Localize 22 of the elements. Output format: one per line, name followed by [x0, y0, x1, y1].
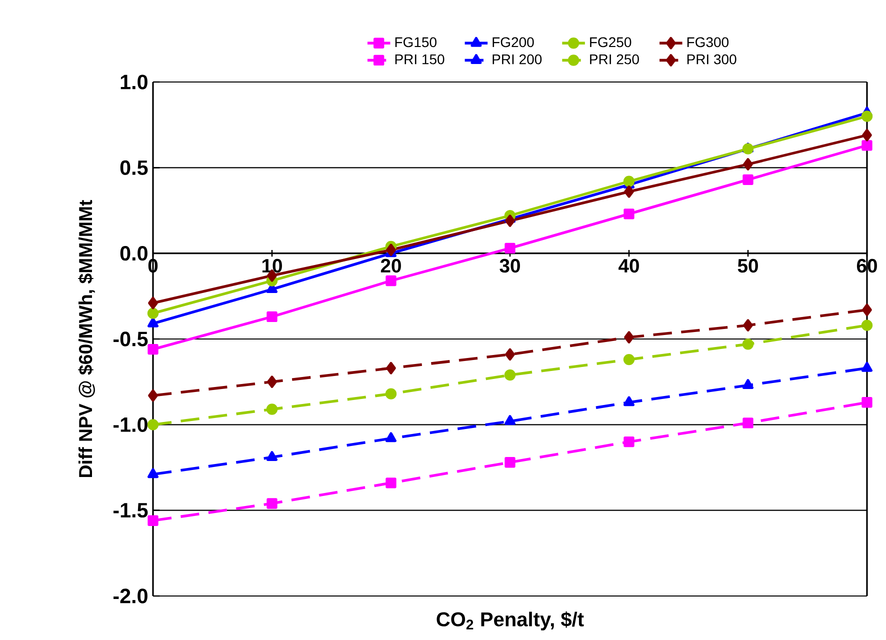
legend-label: FG200: [492, 37, 534, 48]
legend-label: PRI 150: [395, 54, 444, 64]
y-tick-label: 1.0: [120, 74, 148, 90]
y-tick-label: 0.0: [120, 246, 148, 261]
y-tick-label: -1.5: [113, 503, 148, 518]
legend-label: FG250: [590, 37, 632, 48]
y-tick-label: 0.5: [120, 160, 148, 175]
y-tick-label: -0.5: [113, 332, 148, 346]
legend-label: PRI 200: [492, 54, 542, 64]
y-tick-label: -1.0: [113, 417, 148, 432]
legend-label: PRI 250: [590, 54, 639, 64]
legend-label: PRI 300: [687, 54, 736, 64]
y-tick-label: -2.0: [113, 588, 148, 604]
legend-label: FG300: [687, 37, 729, 48]
x-tick-label: 20: [380, 258, 401, 273]
x-tick-label: 50: [738, 258, 758, 273]
y-axis-title: Diff NPV @ $60/MWh, $MM/MMt: [78, 200, 95, 477]
x-tick-label: 40: [618, 258, 639, 273]
x-axis-title: CO$_{2}$ Penalty, $/t: [436, 611, 584, 630]
x-tick-label: 10: [262, 258, 282, 273]
legend-label: FG150: [395, 37, 436, 48]
x-tick-label: 30: [500, 258, 520, 273]
